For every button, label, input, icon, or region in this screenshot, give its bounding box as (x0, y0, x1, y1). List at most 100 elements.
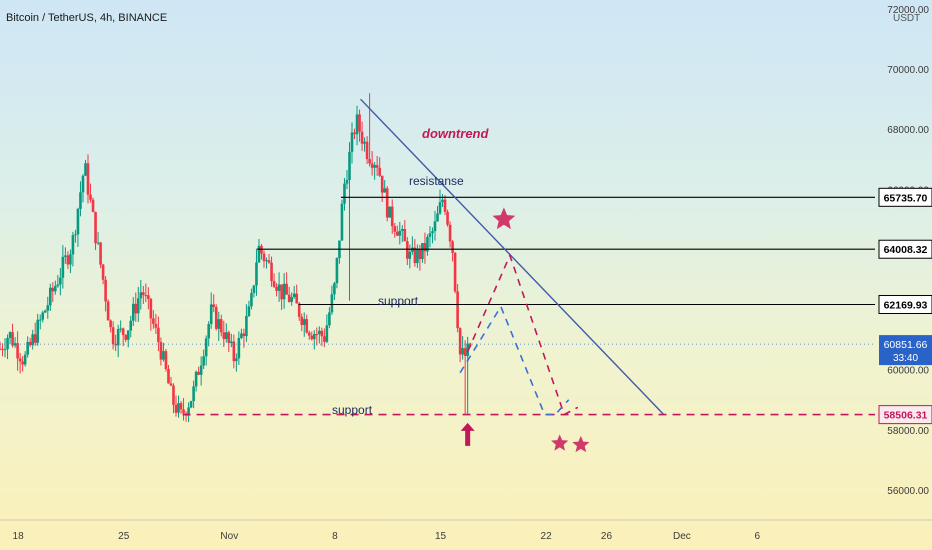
y-tick-label: 60000.00 (887, 366, 929, 377)
candle-body (436, 213, 439, 222)
price-levels (0, 196, 875, 416)
candle-body (408, 251, 412, 259)
candle-body (99, 242, 102, 265)
candle-body (219, 319, 223, 333)
candle-body (240, 333, 243, 338)
candle-body (448, 224, 452, 242)
candle-body (56, 284, 60, 287)
price-level-badge (878, 239, 932, 259)
candle-body (209, 304, 213, 325)
plot-area[interactable] (0, 0, 875, 550)
candle-body (76, 208, 80, 235)
candle-body (26, 341, 29, 355)
price-level-badge-label: 65735.70 (884, 192, 928, 204)
candle-body (456, 291, 459, 329)
chart-title: Bitcoin / TetherUS, 4h, BINANCE (6, 12, 167, 24)
candle-body (121, 328, 125, 335)
candle-body (310, 335, 314, 340)
candle-body (433, 221, 437, 232)
candle-body (245, 315, 248, 337)
candle-body (280, 284, 283, 300)
candle-body (106, 301, 110, 321)
candle-body (373, 165, 376, 168)
candle-body (421, 243, 424, 260)
candle-body (177, 403, 180, 413)
annotations: downtrend resistanse support support (332, 126, 489, 417)
candle-body (333, 283, 336, 295)
candle-body (312, 334, 316, 340)
candle-body (91, 199, 95, 212)
candle-body (134, 303, 138, 314)
candle-body (182, 409, 185, 414)
candle-body (51, 287, 55, 292)
candle-body (214, 306, 218, 329)
x-tick-label: 8 (332, 531, 338, 542)
price-axis[interactable] (875, 0, 932, 550)
candle-body (227, 332, 231, 344)
candle-body (463, 348, 467, 356)
candle-body (270, 262, 273, 282)
candle-body (164, 351, 168, 369)
candle-body (142, 292, 145, 296)
candle-body (162, 351, 165, 360)
candle-body (154, 323, 158, 328)
candle-body (61, 256, 65, 278)
candle-body (292, 293, 296, 298)
candle-body (189, 401, 193, 408)
candle-body (167, 368, 170, 384)
candle-body (114, 344, 117, 346)
candle-body (257, 245, 261, 263)
candle-body (74, 234, 77, 236)
candle-body (159, 342, 163, 360)
candle-body (129, 320, 133, 331)
candle-body (390, 206, 394, 227)
star-marker (572, 435, 590, 453)
candle-body (275, 286, 278, 291)
candles (0, 93, 472, 423)
projection-blue-path[interactable] (459, 304, 570, 416)
price-level-badge-label: 62169.93 (884, 299, 928, 311)
candle-body (443, 199, 447, 212)
candle-body (94, 211, 97, 244)
candle-body (438, 202, 442, 214)
candle-body (119, 328, 122, 330)
x-tick-label: Nov (220, 531, 238, 542)
candle-body (340, 203, 344, 241)
arrow-up-icon (460, 422, 475, 446)
downtrend-line[interactable] (360, 98, 665, 416)
currency-label: USDT (893, 13, 920, 24)
candle-body (368, 159, 371, 164)
candle-body (147, 295, 150, 299)
y-tick-label: 56000.00 (887, 486, 929, 497)
candle-body (197, 371, 200, 375)
price-level-badge (878, 405, 932, 425)
candle-body (104, 279, 107, 302)
candle-body (194, 371, 198, 387)
candle-body (305, 319, 309, 333)
candle-body (385, 188, 389, 218)
resistance-label: resistanse (409, 174, 464, 188)
candle-body (355, 114, 359, 135)
candle-body (179, 403, 183, 410)
candle-body (157, 327, 160, 343)
candle-body (96, 242, 100, 244)
candle-body (139, 292, 143, 299)
candle-body (84, 163, 87, 176)
candle-body (16, 343, 19, 359)
star-marker (551, 434, 569, 451)
projection-red-path[interactable] (466, 253, 579, 416)
candle-body (81, 175, 85, 193)
candle-body (400, 229, 404, 231)
x-tick-label: Dec (673, 531, 691, 542)
price-level-badge-label: 58506.31 (884, 410, 928, 422)
candle-body (71, 235, 75, 255)
candle-body (451, 241, 454, 253)
candle-body (28, 341, 32, 346)
candle-body (428, 233, 432, 237)
candle-body (380, 175, 384, 193)
candle-body (370, 163, 374, 168)
candle-body (131, 303, 135, 321)
candle-body (109, 320, 112, 328)
candle-body (403, 229, 407, 242)
